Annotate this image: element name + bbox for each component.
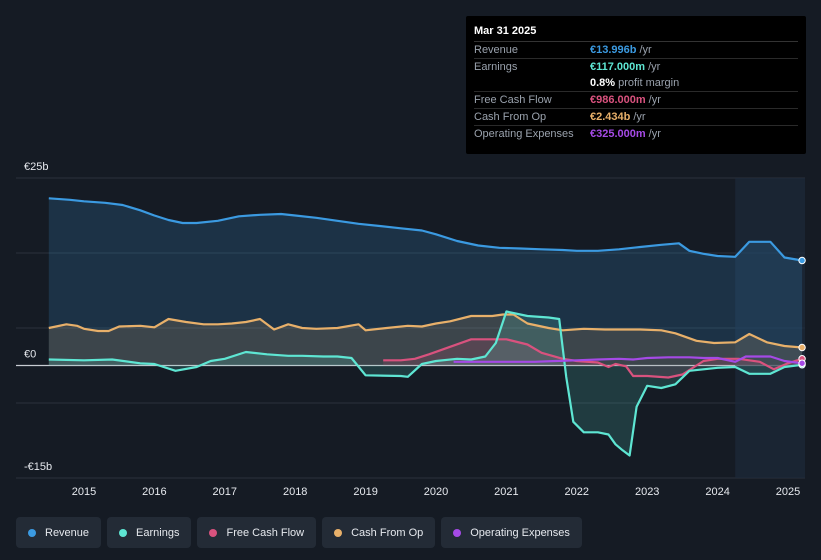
legend-label: Revenue: [45, 526, 90, 539]
tooltip-row-free-cash-flow: Free Cash Flow €986.000m /yr: [474, 92, 798, 109]
tooltip-unit: /yr: [633, 111, 646, 123]
y-tick-label: -€15b: [24, 461, 52, 473]
legend-dot-icon: [119, 528, 128, 537]
tooltip-label: Earnings: [474, 61, 518, 73]
legend-dot-icon: [28, 528, 36, 537]
cash-from-op-area: [48, 314, 803, 366]
revenue-endpoint: [798, 256, 806, 265]
earnings-line: [48, 310, 803, 457]
operating-expenses-endpoint: [798, 359, 806, 367]
tooltip-value: €13.996b: [590, 44, 637, 56]
tooltip-unit: /yr: [648, 128, 661, 140]
tooltip-row-margin: 0.8% profit margin: [474, 75, 798, 92]
legend-dot-icon: [453, 528, 462, 537]
x-tick-label: 2016: [142, 486, 166, 498]
tooltip-row-operating-expenses: Operating Expenses €325.000m /yr: [474, 126, 798, 142]
legend-item-free-cash-flow[interactable]: Free Cash Flow: [197, 517, 317, 548]
cash-from-op-line: [48, 313, 803, 349]
legend-item-operating-expenses[interactable]: Operating Expenses: [441, 517, 582, 548]
legend-label: Operating Expenses: [470, 526, 570, 539]
tooltip-label: Free Cash Flow: [474, 94, 552, 106]
operating-expenses-line: [453, 355, 803, 365]
y-axis-labels: €25b €0 -€15b: [24, 161, 52, 473]
tooltip-row-revenue: Revenue €13.996b /yr: [474, 42, 798, 59]
x-tick-label: 2020: [424, 486, 448, 498]
legend-dot-icon: [334, 528, 343, 537]
series-fills: [48, 198, 803, 456]
x-tick-label: 2025: [776, 486, 800, 498]
legend: Revenue Earnings Free Cash Flow Cash Fro…: [16, 517, 582, 548]
forecast-band: [735, 178, 805, 478]
x-tick-label: 2019: [353, 486, 377, 498]
x-tick-label: 2015: [72, 486, 96, 498]
revenue-line: [48, 197, 803, 262]
tooltip-value: 0.8%: [590, 77, 616, 89]
series-lines: [48, 197, 803, 457]
x-axis-labels: 2015 2016 2017 2018 2019 2020 2021 2022 2023 2024…: [72, 486, 800, 498]
tooltip-unit: /yr: [648, 94, 661, 106]
legend-label: Free Cash Flow: [226, 526, 305, 539]
legend-item-earnings[interactable]: Earnings: [107, 517, 192, 548]
tooltip-label: Operating Expenses: [474, 128, 574, 140]
x-tick-label: 2022: [565, 486, 589, 498]
x-tick-label: 2018: [283, 486, 307, 498]
legend-item-revenue[interactable]: Revenue: [16, 517, 102, 548]
x-tick-label: 2023: [635, 486, 659, 498]
cash-from-op-endpoint: [798, 343, 806, 352]
legend-label: Earnings: [136, 526, 180, 539]
tooltip-row-earnings: Earnings €117.000m /yr: [474, 59, 798, 75]
tooltip-value: €2.434b: [590, 111, 631, 123]
tooltip: Mar 31 2025 Revenue €13.996b /yr Earning…: [466, 16, 806, 154]
x-tick-label: 2017: [213, 486, 237, 498]
tooltip-date: Mar 31 2025: [474, 24, 798, 42]
legend-item-cash-from-op[interactable]: Cash From Op: [322, 517, 436, 548]
free-cash-flow-area: [383, 339, 803, 378]
tooltip-unit: /yr: [648, 61, 661, 73]
series-endpoints: [798, 256, 806, 369]
y-tick-label: €0: [24, 349, 36, 361]
tooltip-row-cash-from-op: Cash From Op €2.434b /yr: [474, 109, 798, 126]
x-tick-label: 2024: [705, 486, 729, 498]
earnings-area: [48, 311, 803, 456]
tooltip-label: Revenue: [474, 44, 519, 56]
tooltip-label: [474, 75, 590, 91]
tooltip-value: €986.000m: [590, 94, 646, 106]
free-cash-flow-line: [383, 338, 803, 379]
x-tick-label: 2021: [494, 486, 518, 498]
tooltip-unit: /yr: [639, 44, 652, 56]
tooltip-value: €325.000m: [590, 128, 646, 140]
legend-label: Cash From Op: [351, 526, 424, 539]
legend-dot-icon: [209, 528, 218, 537]
tooltip-unit: profit margin: [618, 77, 680, 89]
gridlines: [16, 177, 805, 479]
tooltip-value: €117.000m: [590, 61, 646, 73]
y-tick-label: €25b: [24, 161, 48, 173]
tooltip-label: Cash From Op: [474, 111, 547, 123]
